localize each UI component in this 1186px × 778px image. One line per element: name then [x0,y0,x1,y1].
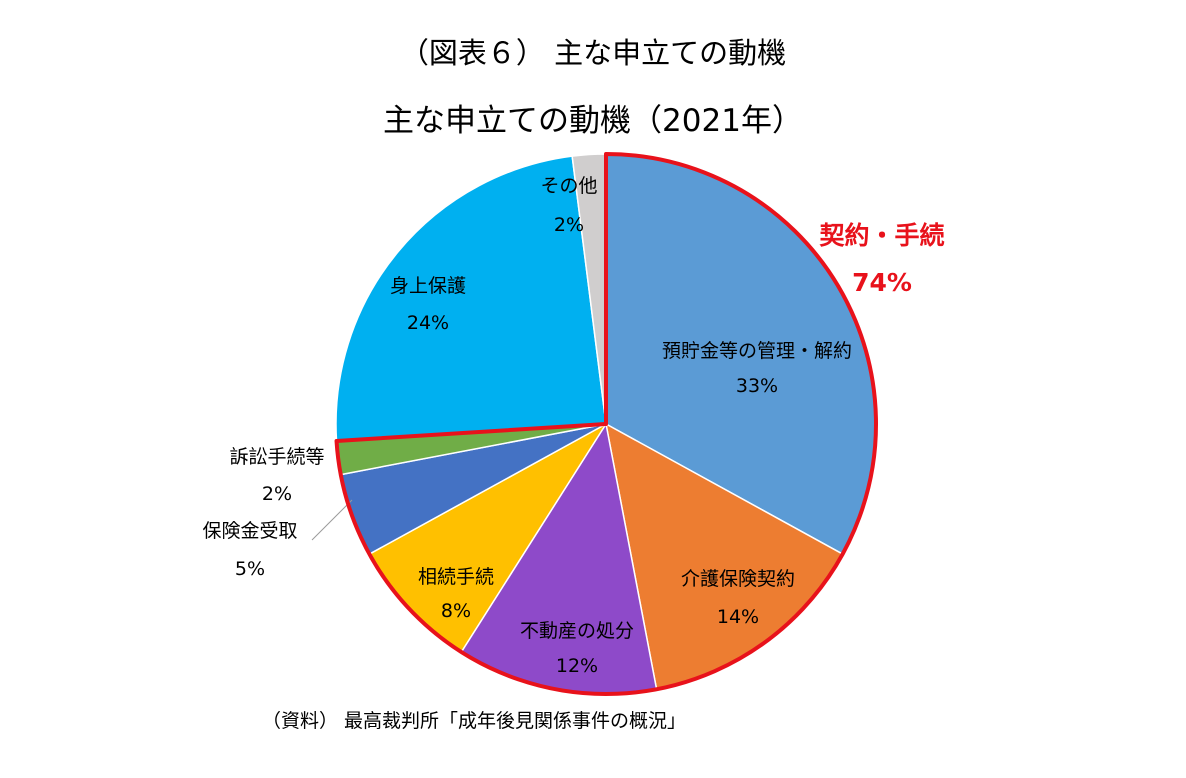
slice-value-label: 5% [235,558,265,580]
slice-value-label: 2% [554,214,584,236]
highlight-group-value: 74% [852,268,912,297]
slice-label: 介護保険契約 [681,568,795,590]
slice-value-label: 33% [736,375,778,397]
highlight-label: 契約・手続 74% [819,221,944,297]
figure-title: （図表６） 主な申立ての動機 [399,36,787,70]
slice-label: その他 [540,175,597,197]
slice-label: 身上保護 [390,275,466,297]
slice-value-label: 14% [717,606,759,628]
highlight-outline [334,152,878,696]
slice-value-label: 2% [262,483,292,505]
chart-title: 主な申立ての動機（2021年） [383,103,803,139]
source-note: （資料） 最高裁判所「成年後見関係事件の概況」 [262,710,687,732]
highlight-group-label: 契約・手続 [819,221,944,250]
slice-label: 預貯金等の管理・解約 [662,340,852,362]
pie-slice [335,155,607,442]
slice-label: 不動産の処分 [520,620,634,642]
slice-value-label: 24% [407,312,449,334]
slice-label: 相続手続 [418,566,494,588]
slice-label: 訴訟手続等 [229,446,324,468]
slice-value-label: 8% [441,600,471,622]
slice-value-label: 12% [556,655,598,677]
slice-label: 保険金受取 [202,520,297,542]
pie-labels: 預貯金等の管理・解約 33% 介護保険契約 14% 不動産の処分 12% 相続手続 8% 保険金… [202,175,852,677]
leader-line [311,499,353,541]
